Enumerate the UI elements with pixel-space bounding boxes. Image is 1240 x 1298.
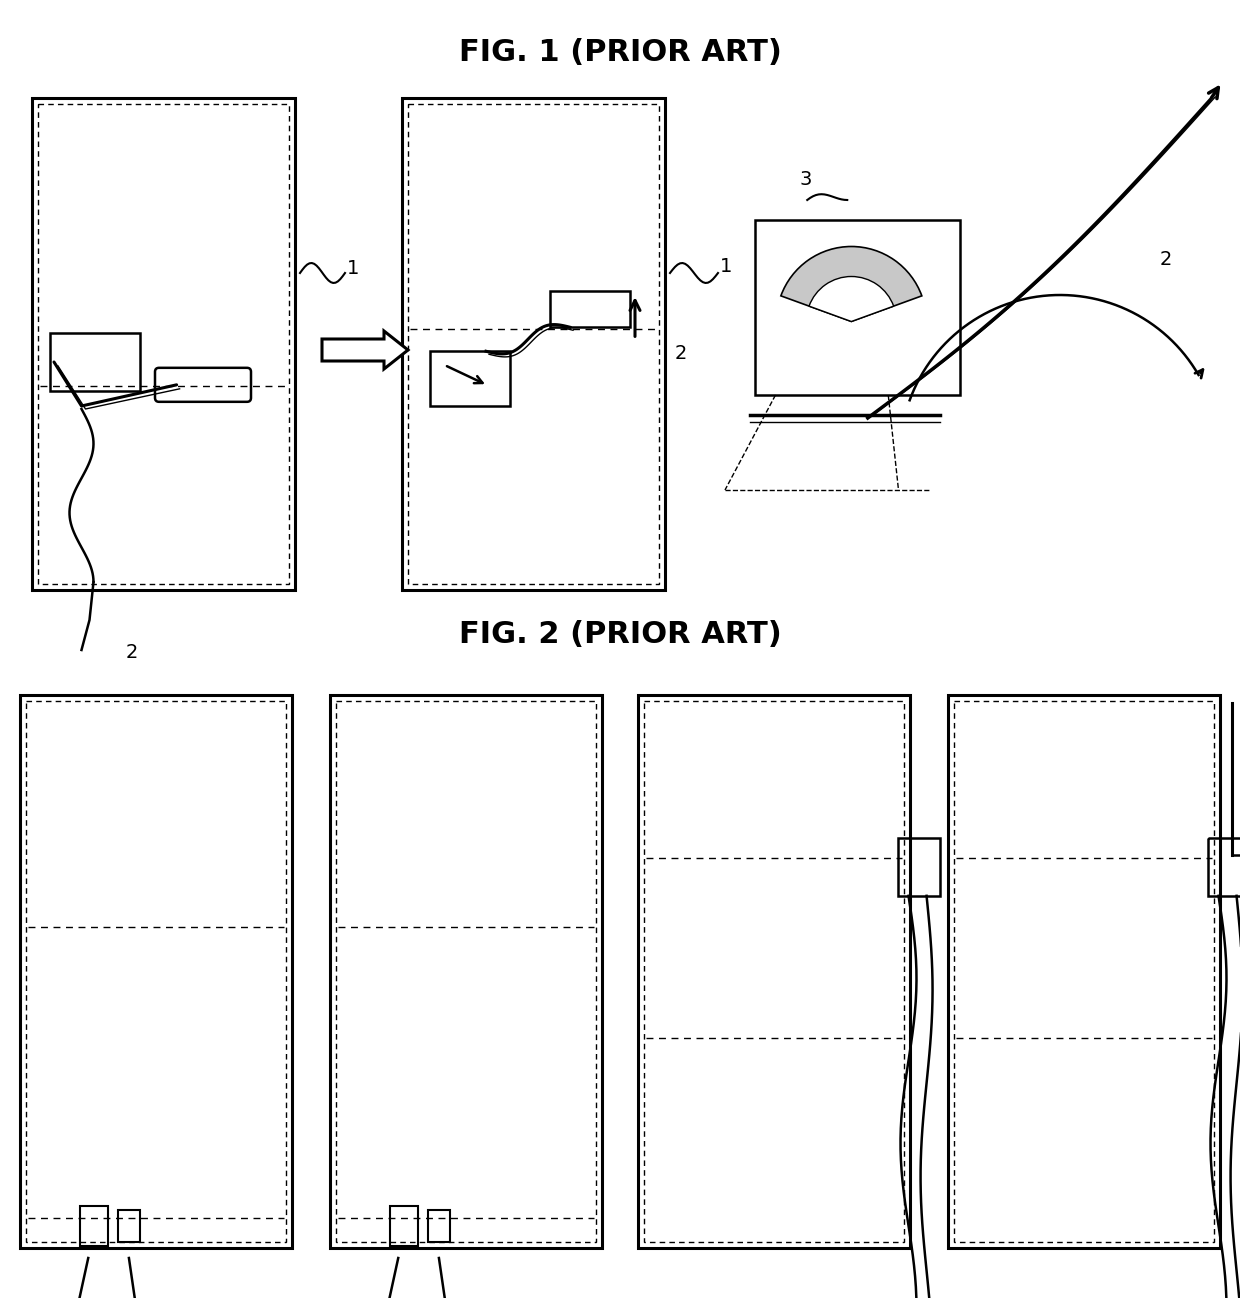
Bar <box>389 1206 418 1246</box>
Bar <box>26 701 286 1242</box>
Bar <box>428 1210 450 1242</box>
Text: 1: 1 <box>347 258 360 278</box>
Bar <box>954 701 1214 1242</box>
Text: FIG. 2 (PRIOR ART): FIG. 2 (PRIOR ART) <box>459 620 781 649</box>
Wedge shape <box>808 276 894 322</box>
Bar <box>898 837 940 896</box>
Bar <box>79 1206 108 1246</box>
Text: 2: 2 <box>675 344 687 363</box>
Text: 3: 3 <box>800 170 812 190</box>
Bar <box>38 104 289 584</box>
Text: FIG. 1 (PRIOR ART): FIG. 1 (PRIOR ART) <box>459 38 781 67</box>
Bar <box>20 694 291 1247</box>
Bar <box>336 701 596 1242</box>
Bar <box>639 694 910 1247</box>
Bar <box>330 694 601 1247</box>
Bar <box>408 104 658 584</box>
Text: 1: 1 <box>720 257 733 275</box>
Bar <box>118 1210 140 1242</box>
Bar <box>430 352 510 406</box>
Bar <box>551 291 630 327</box>
Text: 2: 2 <box>1159 251 1172 269</box>
Text: 2: 2 <box>125 643 138 662</box>
Wedge shape <box>781 247 921 322</box>
Bar <box>32 99 295 591</box>
FancyArrow shape <box>322 331 408 369</box>
Bar <box>1208 837 1240 896</box>
Bar <box>50 334 140 391</box>
Bar <box>402 99 665 591</box>
Bar <box>644 701 904 1242</box>
Bar <box>949 694 1220 1247</box>
Bar <box>755 219 960 395</box>
